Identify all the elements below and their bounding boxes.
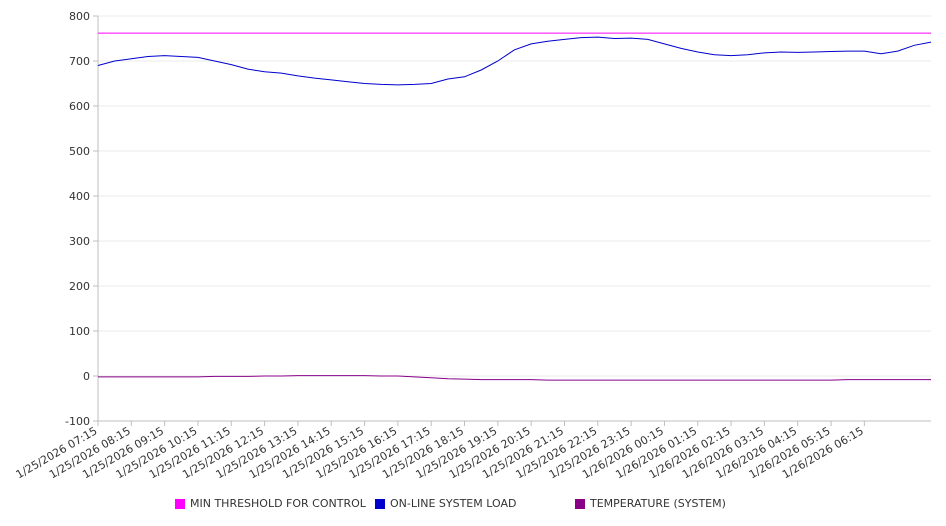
legend-swatch-temperature (575, 498, 585, 509)
y-tick-label: 500 (69, 145, 90, 158)
x-tick-labels: 1/25/2026 07:151/25/2026 08:151/25/2026 … (14, 421, 866, 481)
legend-item-min-threshold[interactable]: MIN THRESHOLD FOR CONTROL (175, 497, 366, 510)
grid-lines (93, 15, 931, 422)
legend-label-system-load: ON-LINE SYSTEM LOAD (390, 497, 517, 510)
y-tick-label: 800 (69, 10, 90, 23)
y-tick-labels: -100 0 100 200 300 400 500 600 700 800 (65, 10, 90, 428)
y-tick-label: -100 (65, 415, 90, 428)
legend-swatch-system-load (375, 498, 385, 509)
legend-label-temperature: TEMPERATURE (SYSTEM) (590, 497, 726, 510)
legend-item-temperature[interactable]: TEMPERATURE (SYSTEM) (575, 497, 726, 510)
legend-swatch-min-threshold (175, 498, 185, 509)
series-line-2 (98, 375, 931, 381)
y-tick-label: 400 (69, 190, 90, 203)
legend: MIN THRESHOLD FOR CONTROL ON-LINE SYSTEM… (0, 497, 946, 515)
axes (97, 16, 931, 422)
y-tick-label: 100 (69, 325, 90, 338)
legend-item-system-load[interactable]: ON-LINE SYSTEM LOAD (375, 497, 516, 510)
series-line-1 (97, 36, 932, 86)
y-tick-label: 0 (83, 370, 90, 383)
series-lines (97, 32, 932, 381)
y-tick-label: 600 (69, 100, 90, 113)
y-tick-label: 200 (69, 280, 90, 293)
legend-label-min-threshold: MIN THRESHOLD FOR CONTROL (190, 497, 366, 510)
y-tick-label: 700 (69, 55, 90, 68)
y-tick-label: 300 (69, 235, 90, 248)
